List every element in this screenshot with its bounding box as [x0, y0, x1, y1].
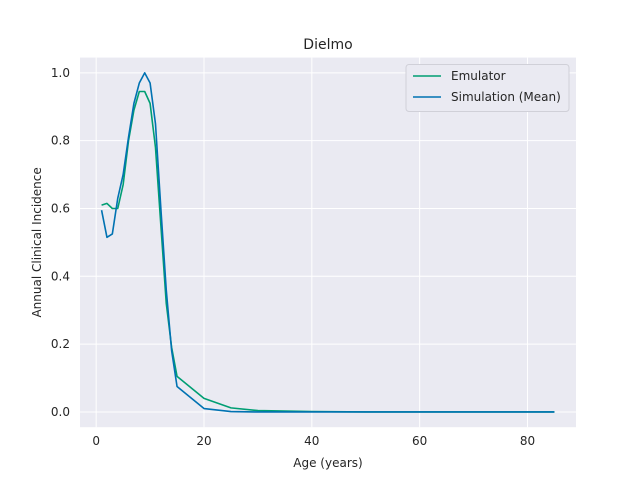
legend: Emulator Simulation (Mean)	[405, 64, 570, 112]
y-tick-label: 0.8	[51, 134, 70, 148]
x-tick-label: 60	[412, 434, 427, 448]
x-tick-label: 40	[304, 434, 319, 448]
y-tick-label: 0.4	[51, 269, 70, 283]
y-axis-label: Annual Clinical Incidence	[30, 167, 44, 317]
y-axis-ticks: 0.0 0.2 0.4 0.6 0.8 1.0	[51, 66, 70, 419]
x-axis-ticks: 0 20 40 60 80	[92, 434, 535, 448]
series-lines	[100, 72, 555, 413]
legend-box	[405, 64, 570, 112]
y-tick-label: 0.2	[51, 337, 70, 351]
legend-label-simulation-mean: Simulation (Mean)	[451, 90, 561, 104]
x-axis-label: Age (years)	[293, 456, 362, 470]
y-tick-label: 0.6	[51, 201, 70, 215]
x-tick-label: 80	[520, 434, 535, 448]
y-tick-label: 0.0	[51, 405, 70, 419]
y-tick-label: 1.0	[51, 66, 70, 80]
x-tick-label: 0	[92, 434, 100, 448]
chart-title: Dielmo	[303, 37, 352, 53]
x-tick-label: 20	[196, 434, 211, 448]
legend-label-emulator: Emulator	[451, 69, 506, 83]
series-line-simulation-mean	[100, 72, 555, 413]
